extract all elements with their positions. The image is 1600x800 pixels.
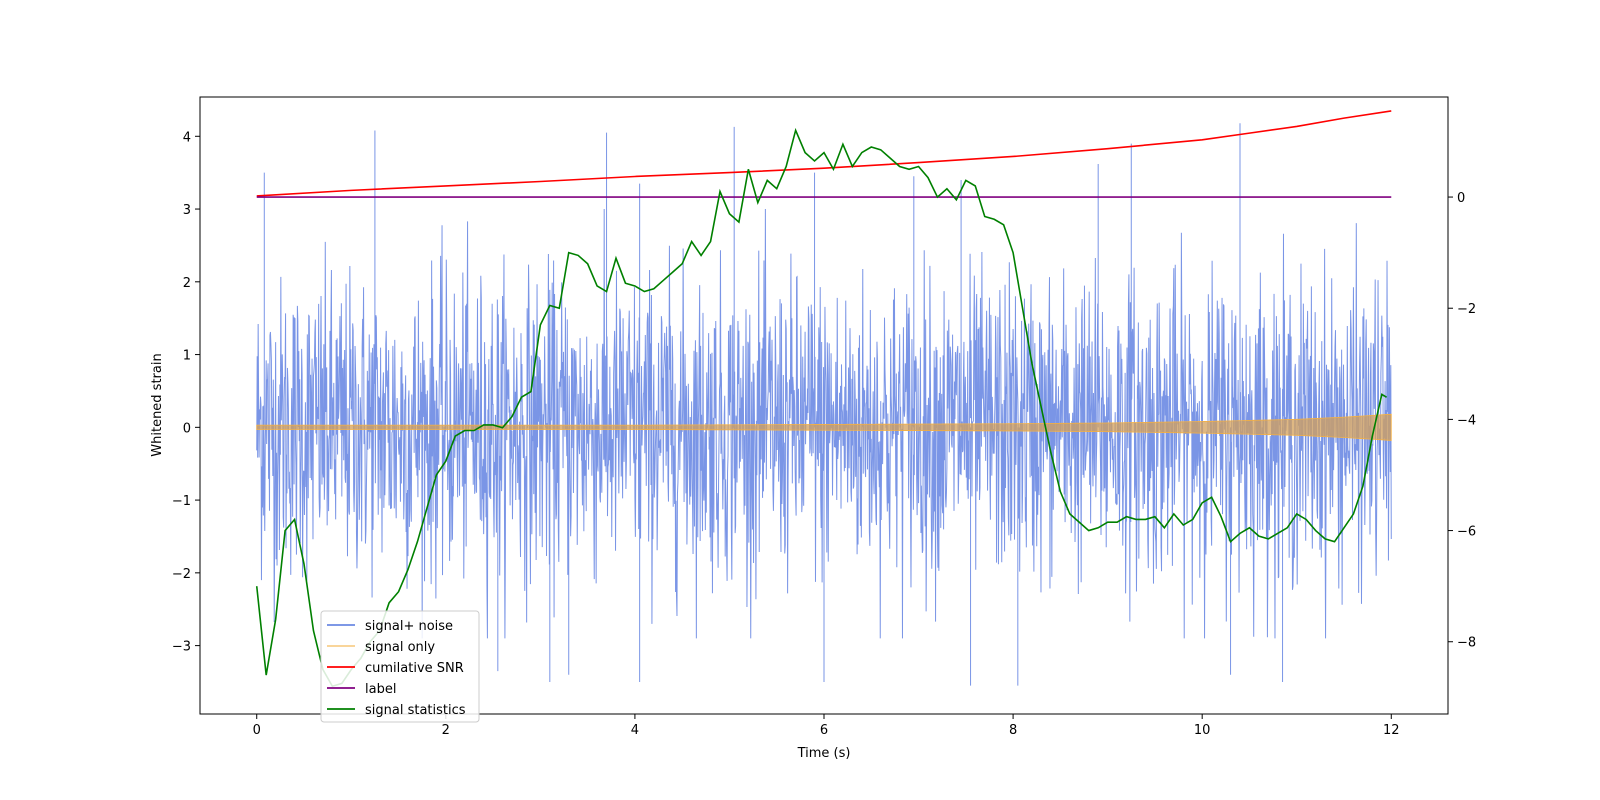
y-tick-label: −2 <box>172 567 191 582</box>
x-axis-label: Time (s) <box>797 746 851 761</box>
legend-label: signal+ noise <box>365 619 453 634</box>
y-tick-label: 4 <box>183 130 191 145</box>
y-tick-label: 0 <box>183 421 191 436</box>
series-signal-statistics <box>255 127 1387 688</box>
y-tick-label: −3 <box>172 640 191 655</box>
x-tick-label: 2 <box>442 723 450 738</box>
x-tick-label: 8 <box>1009 723 1017 738</box>
y2-tick-label: −8 <box>1457 636 1476 651</box>
legend-label: cumilative SNR <box>365 661 464 676</box>
y2-tick-label: −4 <box>1457 413 1476 428</box>
series-signal-only <box>256 413 1392 441</box>
y-tick-label: 2 <box>183 276 191 291</box>
x-tick-label: 4 <box>631 723 639 738</box>
legend-label: signal statistics <box>365 703 466 718</box>
x-tick-label: 12 <box>1383 723 1400 738</box>
x-tick-label: 6 <box>820 723 828 738</box>
x-tick-label: 0 <box>253 723 261 738</box>
legend-label: signal only <box>365 640 435 655</box>
y2-tick-label: 0 <box>1457 191 1465 206</box>
y-axis-label: Whitened strain <box>150 353 165 456</box>
legend: signal+ noise signal only cumilative SNR la… <box>320 610 480 723</box>
y-tick-label: 3 <box>183 203 191 218</box>
y-axis-left: −3 −2 −1 0 1 2 3 4 <box>172 130 200 655</box>
legend-label: label <box>365 682 396 697</box>
y-tick-label: −1 <box>172 494 191 509</box>
y-axis-right: −8 −6 −4 −2 0 <box>1448 191 1476 651</box>
series-cumilative-snr <box>256 110 1392 197</box>
y-tick-label: 1 <box>183 349 191 364</box>
series-signal-noise <box>256 123 1392 686</box>
y2-tick-label: −6 <box>1457 525 1476 540</box>
y2-tick-label: −2 <box>1457 302 1476 317</box>
series-layer <box>255 110 1392 688</box>
legend-box <box>320 610 480 723</box>
x-tick-label: 10 <box>1194 723 1211 738</box>
